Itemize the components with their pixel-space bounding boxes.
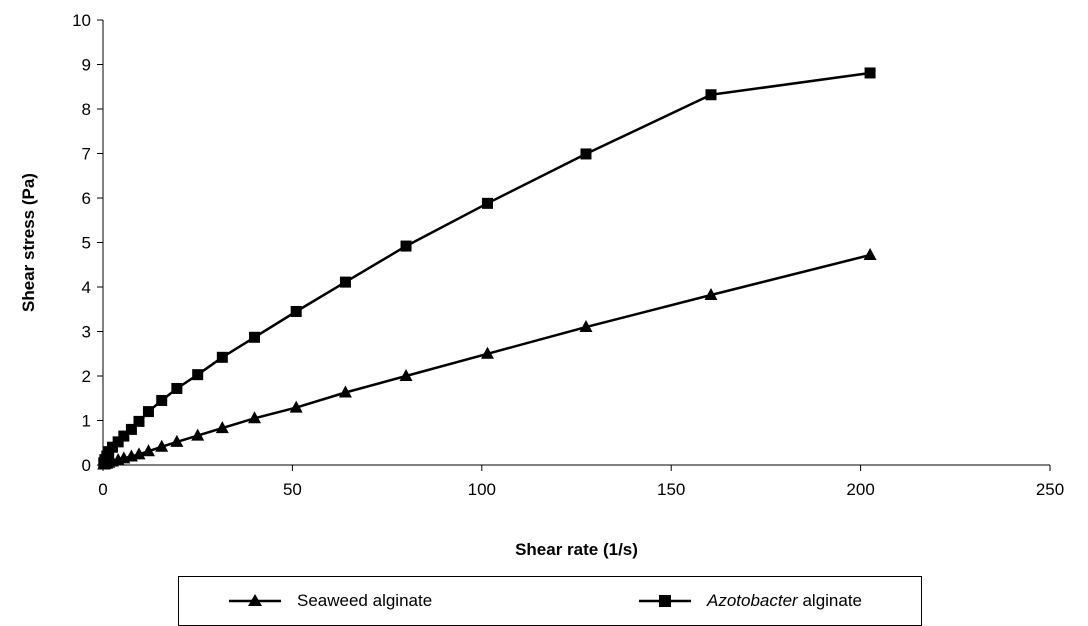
y-tick-label: 6 (82, 189, 91, 208)
data-point-square (400, 240, 412, 252)
legend: Seaweed alginate Azotobacter alginate (178, 576, 922, 626)
data-point-triangle (338, 385, 352, 398)
data-point-square (580, 148, 592, 160)
legend-label-seaweed: Seaweed alginate (297, 591, 433, 610)
y-tick-label: 9 (82, 56, 91, 75)
triangle-marker-icon (229, 594, 281, 606)
x-tick-label: 50 (283, 480, 302, 499)
series-line-azotobacter (102, 71, 871, 464)
data-point-triangle (155, 439, 169, 452)
data-point-square (118, 430, 130, 442)
data-point-square (156, 394, 168, 406)
data-point-triangle (141, 444, 155, 457)
x-tick-label: 150 (657, 480, 685, 499)
data-point-square (481, 197, 493, 209)
y-tick-label: 3 (82, 323, 91, 342)
data-point-square (705, 89, 717, 101)
data-point-square (216, 351, 228, 363)
data-point-square (339, 276, 351, 288)
data-point-triangle (399, 369, 413, 381)
legend-label-azotobacter: Azotobacter alginate (707, 591, 862, 611)
data-point-square (112, 436, 124, 448)
data-point-triangle (480, 346, 494, 359)
data-point-triangle (863, 247, 877, 260)
x-tick-label: 0 (98, 480, 107, 499)
y-tick-label: 10 (72, 11, 91, 30)
data-point-square (133, 415, 145, 427)
square-marker-icon (639, 595, 691, 607)
y-tick-label: 4 (82, 278, 91, 297)
data-point-triangle (132, 447, 146, 460)
y-tick-label: 5 (82, 234, 91, 253)
data-point-triangle (579, 320, 593, 333)
data-point-square (290, 305, 302, 317)
data-point-square (125, 423, 137, 435)
y-tick-label: 1 (82, 412, 91, 431)
data-point-triangle (215, 421, 229, 434)
y-tick-label: 0 (82, 456, 91, 475)
x-axis-title: Shear rate (1/s) (515, 540, 638, 559)
data-point-triangle (191, 428, 205, 441)
y-axis-title: Shear stress (Pa) (19, 173, 38, 312)
legend-label-azotobacter-italic: Azotobacter (707, 591, 798, 610)
data-point-square (106, 441, 118, 453)
y-tick-label: 7 (82, 145, 91, 164)
legend-item-azotobacter: Azotobacter alginate (639, 577, 862, 625)
data-point-triangle (704, 288, 718, 301)
x-tick-label: 250 (1036, 480, 1064, 499)
y-tick-label: 8 (82, 100, 91, 119)
data-point-square (864, 67, 876, 79)
x-tick-label: 100 (468, 480, 496, 499)
legend-label-azotobacter-plain: alginate (797, 591, 863, 610)
data-point-square (142, 406, 154, 418)
data-point-square (192, 369, 204, 381)
data-point-triangle (289, 400, 303, 413)
data-point-square (171, 382, 183, 394)
legend-item-seaweed: Seaweed alginate (229, 577, 432, 625)
x-tick-label: 200 (846, 480, 874, 499)
y-tick-label: 2 (82, 367, 91, 386)
data-point-triangle (248, 411, 262, 424)
data-point-triangle (170, 434, 184, 447)
data-point-square (249, 331, 261, 343)
